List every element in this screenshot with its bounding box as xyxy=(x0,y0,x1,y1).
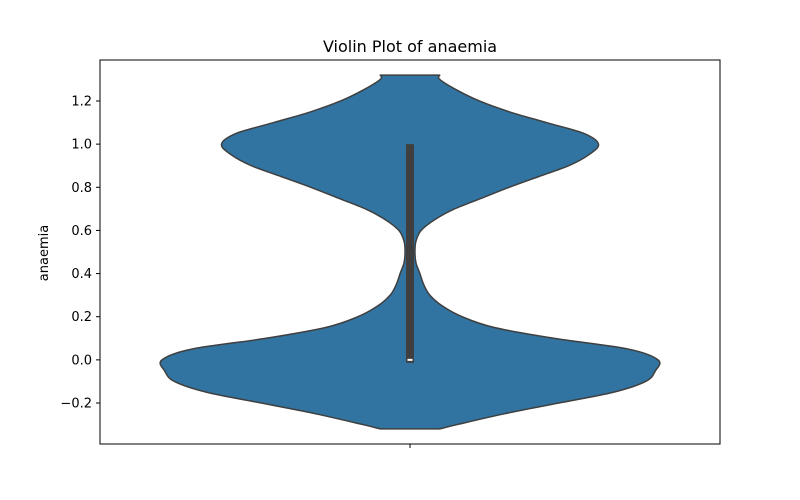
y-tick-label: 0.6 xyxy=(71,224,92,239)
y-tick-label: 1.2 xyxy=(71,94,92,109)
chart-title: Violin Plot of anaemia xyxy=(323,37,497,56)
y-axis-label: anaemia xyxy=(37,225,52,281)
plot-frame xyxy=(99,59,721,445)
y-tick-label: 1.0 xyxy=(71,138,92,153)
y-tick-label: 0.4 xyxy=(71,267,92,282)
y-tick-label: 0.0 xyxy=(71,353,92,368)
y-tick-label: −0.2 xyxy=(60,397,92,412)
plot-area xyxy=(159,74,661,430)
y-tick-label: 0.8 xyxy=(71,181,92,196)
violin-median-marker xyxy=(407,358,413,361)
y-axis: −0.2 0.0 0.2 0.4 0.6 0.8 1.0 1.2 xyxy=(60,94,100,412)
y-tick-label: 0.2 xyxy=(71,310,92,325)
